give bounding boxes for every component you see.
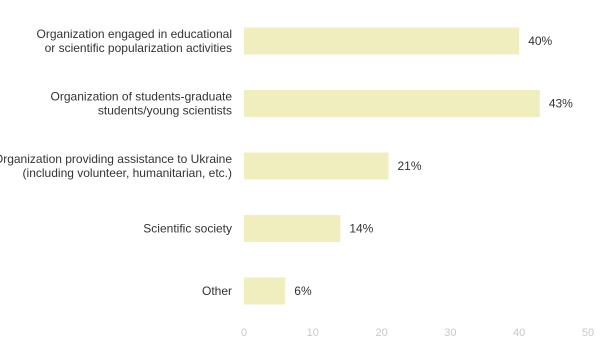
category-label-0: Organization engaged in educational or sc… — [37, 27, 232, 55]
bar-3 — [244, 215, 341, 242]
category-label-1: Organization of students-graduate student… — [51, 90, 233, 118]
bar-4 — [244, 277, 286, 305]
x-axis-ticks-group: 0 10 20 30 40 50 — [241, 327, 594, 338]
category-label-3-line-0: Scientific society — [143, 222, 232, 236]
bar-1 — [244, 90, 540, 117]
category-label-2-line-1: (including volunteer, humanitarian, etc.… — [23, 166, 232, 180]
x-tick-label-3: 30 — [444, 327, 456, 338]
category-label-3: Scientific society — [143, 222, 232, 236]
x-tick-label-5: 50 — [582, 327, 594, 338]
category-label-4-line-0: Other — [202, 284, 232, 298]
category-labels-group: Organization engaged in educational or sc… — [0, 27, 232, 298]
category-label-1-line-0: Organization of students-graduate — [51, 90, 233, 104]
category-label-0-line-0: Organization engaged in educational — [37, 27, 232, 41]
x-tick-label-2: 20 — [375, 327, 387, 338]
value-label-3: 14% — [349, 222, 373, 236]
value-labels-group: 40% 43% 21% 14% 6% — [294, 34, 573, 298]
x-tick-label-0: 0 — [241, 327, 247, 338]
value-label-4: 6% — [294, 284, 312, 298]
category-label-4: Other — [202, 284, 232, 298]
x-tick-label-1: 10 — [307, 327, 319, 338]
value-label-1: 43% — [549, 97, 573, 111]
x-tick-label-4: 40 — [513, 327, 525, 338]
bar-2 — [244, 152, 389, 180]
category-label-2-line-0: Organization providing assistance to Ukr… — [0, 152, 232, 166]
category-label-1-line-1: students/young scientists — [98, 104, 232, 118]
category-label-0-line-1: or scientific popularization activities — [45, 41, 232, 55]
value-label-0: 40% — [528, 34, 552, 48]
bars-group — [244, 27, 540, 305]
category-label-2: Organization providing assistance to Ukr… — [0, 152, 232, 180]
bar-0 — [244, 27, 520, 55]
value-label-2: 21% — [397, 159, 421, 173]
